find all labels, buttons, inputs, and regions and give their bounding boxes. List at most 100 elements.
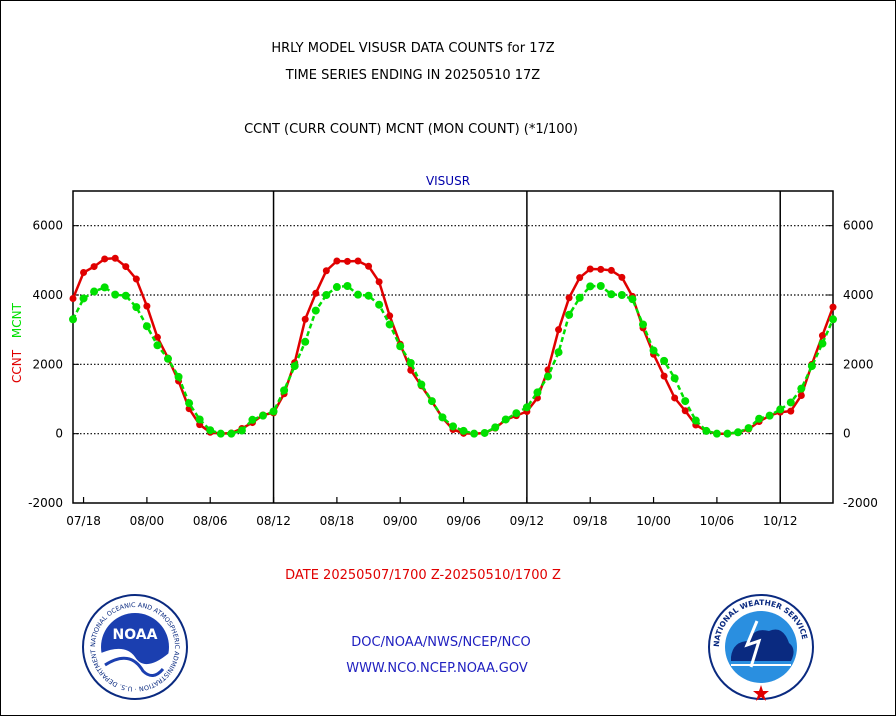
x-tick-label: 10/06 (700, 514, 735, 528)
mcnt-point (660, 356, 669, 365)
ccnt-point (111, 254, 119, 262)
y-tick-label-left: 2000 (32, 357, 63, 371)
mcnt-point (807, 362, 816, 371)
y-tick-label-left: -2000 (28, 496, 63, 510)
mcnt-point (617, 291, 626, 299)
ccnt-point (90, 263, 98, 271)
mcnt-point (723, 429, 732, 438)
ccnt-point (122, 263, 130, 271)
mcnt-point (565, 310, 574, 319)
y-tick-label-right: 2000 (843, 357, 874, 371)
mcnt-point (765, 411, 774, 420)
mcnt-point (311, 306, 320, 315)
mcnt-point (776, 405, 785, 414)
ccnt-point (132, 275, 140, 283)
x-tick-label: 09/18 (573, 514, 608, 528)
mcnt-point (681, 397, 690, 406)
ccnt-point (555, 326, 563, 334)
mcnt-point (343, 281, 352, 290)
mcnt-point (100, 283, 109, 292)
y-tick-label-right: -2000 (843, 496, 878, 510)
mcnt-point (375, 300, 384, 309)
mcnt-point (385, 320, 394, 329)
mcnt-point (132, 303, 141, 312)
mcnt-point (121, 291, 130, 300)
noaa-logo: NOAA NATIONAL OCEANIC AND ATMOSPHERIC AD… (82, 594, 188, 700)
ccnt-point (565, 294, 573, 302)
mcnt-point (470, 429, 479, 438)
mcnt-point (396, 342, 405, 351)
mcnt-point (332, 283, 341, 292)
mcnt-point (459, 426, 468, 435)
mcnt-point (702, 426, 711, 435)
mcnt-point (586, 282, 595, 291)
mcnt-point (269, 407, 278, 416)
mcnt-point (607, 290, 616, 299)
mcnt-point (142, 322, 151, 331)
mcnt-point (259, 411, 267, 420)
ccnt-point (343, 257, 351, 265)
ccnt-point (322, 267, 330, 275)
subtitle: CCNT (CURR COUNT) MCNT (MON COUNT) (*1/1… (244, 122, 578, 137)
x-tick-label: 08/00 (130, 514, 165, 528)
mcnt-point (248, 415, 257, 424)
ccnt-point (544, 366, 552, 374)
nws-logo: NATIONAL WEATHER SERVICE (708, 594, 814, 701)
mcnt-point (364, 291, 373, 300)
mcnt-point (639, 320, 647, 329)
title-line-2: TIME SERIES ENDING IN 20250510 17Z (285, 68, 541, 83)
mcnt-point (227, 429, 236, 438)
plot-border (72, 190, 834, 504)
mcnt-point (427, 397, 436, 406)
chart-title: VISUSR (426, 174, 470, 188)
y-axis-label-ccnt: CCNT (10, 349, 24, 383)
footer-link[interactable]: WWW.NCO.NCEP.NOAA.GOV (346, 661, 528, 676)
mcnt-point (744, 424, 753, 433)
ccnt-point (660, 372, 668, 380)
y-axis-label-mcnt: MCNT (10, 302, 24, 338)
ccnt-point (386, 312, 394, 320)
mcnt-point (533, 388, 542, 397)
mcnt-point (712, 429, 721, 438)
ccnt-point (153, 333, 161, 341)
axes (72, 190, 834, 504)
ccnt-point (829, 303, 837, 311)
ccnt-point (597, 265, 605, 273)
ccnt-point (681, 407, 689, 415)
mcnt-point (501, 415, 510, 424)
ccnt-point (576, 274, 584, 282)
mcnt-point (734, 428, 742, 437)
ccnt-point (787, 407, 795, 415)
mcnt-point (575, 293, 584, 302)
mcnt-point (649, 346, 658, 355)
x-tick-label: 08/18 (320, 514, 355, 528)
mcnt-point (185, 399, 194, 408)
mcnt-line (71, 284, 835, 435)
ccnt-point (671, 394, 679, 402)
mcnt-point (829, 315, 837, 324)
ccnt-point (375, 278, 383, 286)
mcnt-point (691, 416, 700, 425)
mcnt-point (480, 428, 489, 437)
mcnt-point (195, 415, 204, 424)
mcnt-point (301, 337, 310, 346)
mcnt-point (797, 384, 806, 393)
noaa-logo-text: NOAA (113, 627, 158, 643)
x-tick-label: 09/06 (446, 514, 481, 528)
x-axis-label: DATE 20250507/1700 Z-20250510/1700 Z (285, 568, 561, 583)
mcnt-point (174, 372, 183, 381)
mcnt-point (206, 426, 215, 435)
mcnt-point (628, 295, 637, 304)
mcnt-point (438, 413, 447, 422)
y-axis-label: CCNT MCNT (10, 302, 24, 383)
tick-labels: 07/18 08/00 08/06 08/12 08/18 09/00 09/06 09/12… (28, 219, 878, 528)
ccnt-point (607, 266, 615, 274)
mcnt-point (755, 414, 764, 423)
ccnt-point (797, 392, 805, 400)
series-lines (69, 254, 837, 438)
mcnt-point (79, 294, 88, 303)
mcnt-point (491, 423, 500, 432)
mcnt-point (554, 348, 563, 357)
mcnt-point (153, 341, 162, 350)
